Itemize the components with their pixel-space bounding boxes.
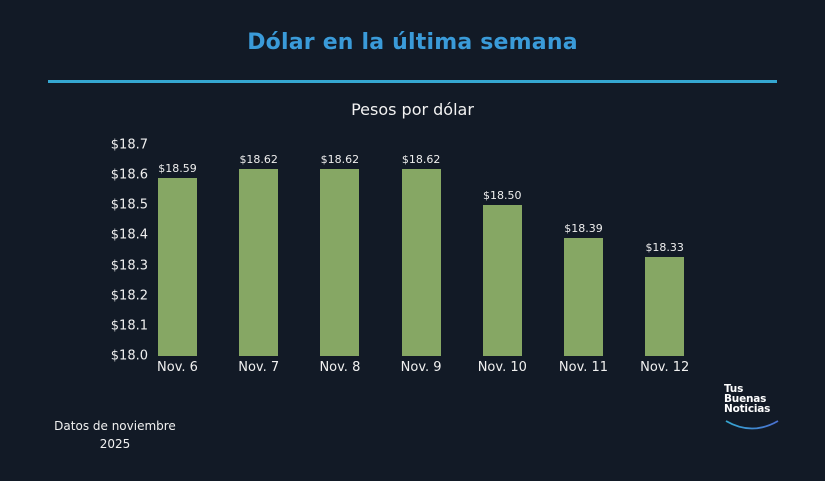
title-divider [48,80,777,83]
y-tick-label: $18.1 [110,318,148,334]
bar-value-label: $18.50 [483,189,522,203]
bar-value-label: $18.62 [401,153,441,167]
bar [482,205,522,356]
x-tick-label: Nov. 11 [558,360,609,375]
bar [564,238,603,356]
bar [239,169,279,356]
tus-buenas-noticias-logo: Tus Buenas Noticias [724,384,784,434]
x-tick-label: Nov. 6 [157,360,198,375]
smile-arc-icon [725,420,779,430]
logo-line-3: Noticias [724,403,771,415]
chart-subtitle: Pesos por dólar [351,100,474,119]
logo-line-1: Tus [724,383,744,395]
data-source-note: Datos de noviembre 2025 [40,417,190,453]
bar-value-label: $18.62 [320,153,360,167]
bar [645,256,685,356]
bar [158,178,197,356]
note-line-1: Datos de noviembre [54,419,176,433]
x-tick-label: Nov. 9 [400,360,442,375]
note-line-2: 2025 [99,437,131,451]
bar [401,169,441,356]
x-tick-label: Nov. 10 [477,360,527,375]
x-tick-label: Nov. 8 [319,360,361,375]
bar [320,169,360,356]
bar-value-label: $18.62 [239,153,278,167]
chart-title: Dólar en la última semana [247,30,578,55]
y-tick-label: $18.3 [110,258,148,274]
y-tick-label: $18.0 [110,348,148,364]
y-tick-label: $18.6 [110,167,148,183]
y-tick-label: $18.4 [110,227,148,243]
logo-line-2: Buenas [724,393,767,405]
bar-value-label: $18.33 [645,240,684,254]
y-tick-label: $18.2 [110,288,148,304]
y-tick-label: $18.5 [110,197,148,213]
x-tick-label: Nov. 12 [640,360,690,375]
bar-value-label: $18.39 [564,222,603,236]
x-tick-label: Nov. 7 [238,360,280,375]
bar-value-label: $18.59 [158,162,197,176]
y-tick-label: $18.7 [110,137,148,153]
